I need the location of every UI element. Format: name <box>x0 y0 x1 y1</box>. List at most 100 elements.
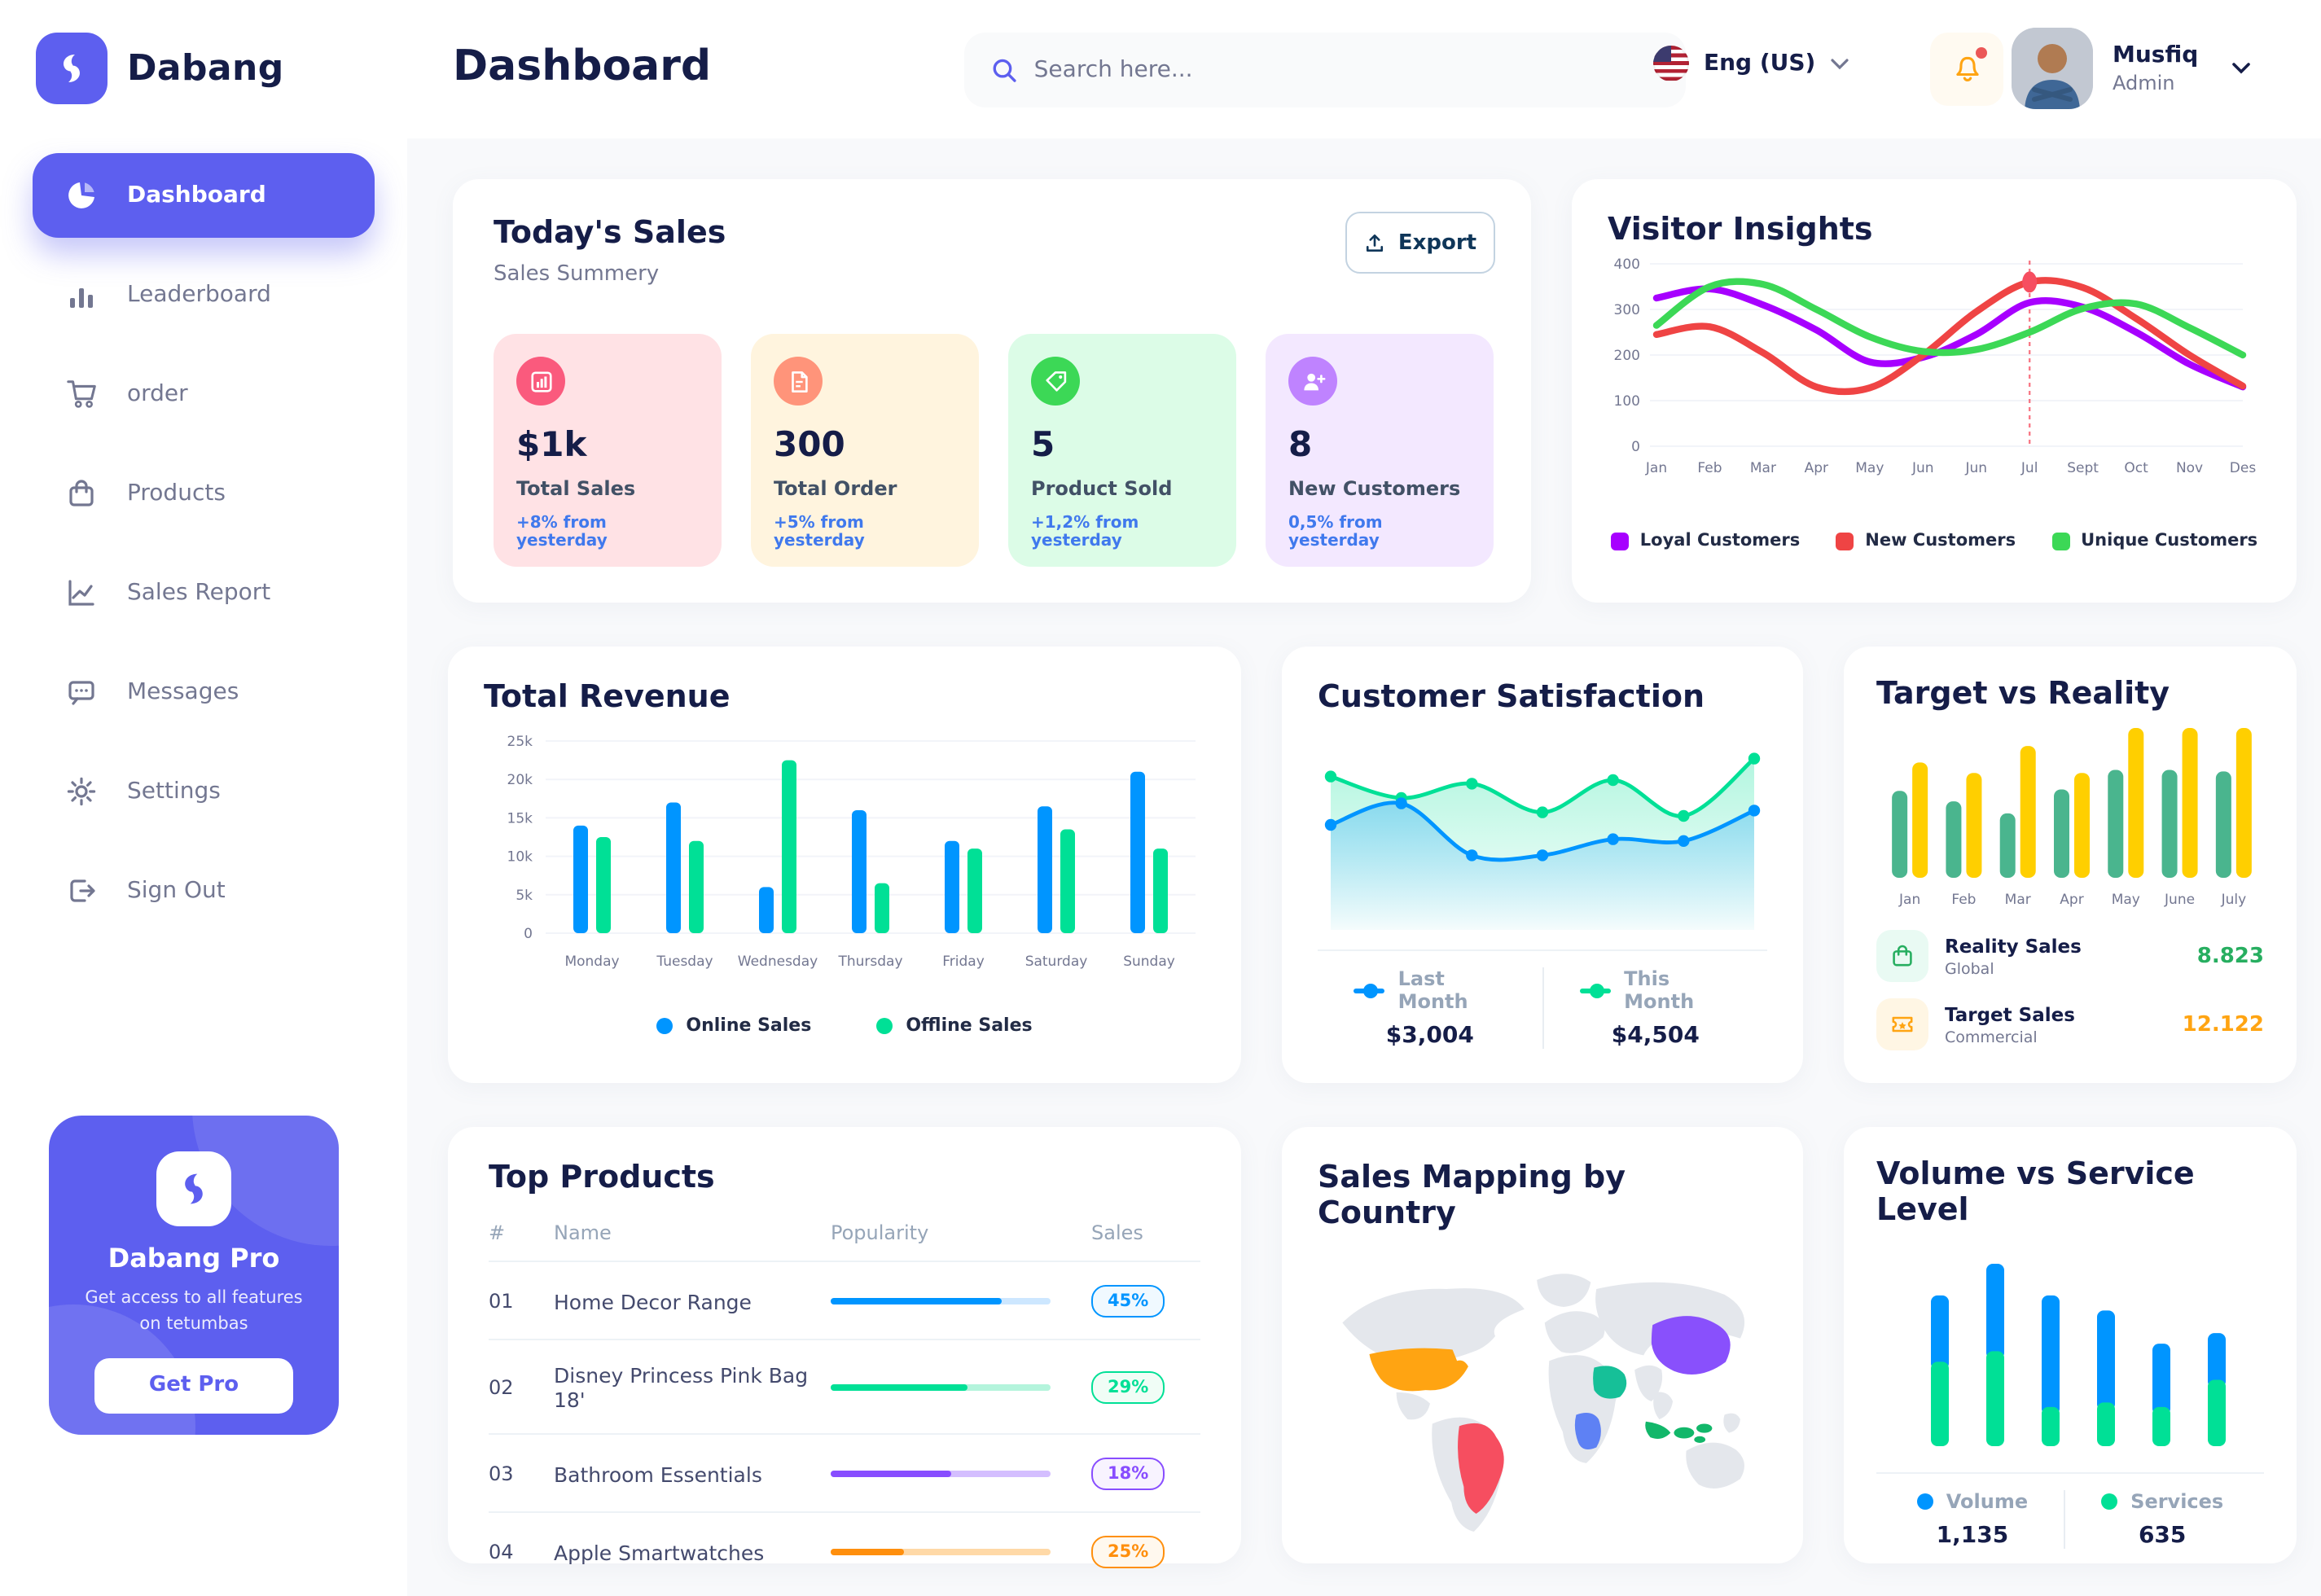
bar-services <box>2097 1402 2115 1446</box>
column-sales: Sales <box>1091 1221 1143 1244</box>
svg-text:Apr: Apr <box>2060 892 2083 908</box>
avatar <box>2012 28 2093 109</box>
column-name: Name <box>554 1221 612 1244</box>
summary-delta: 0,5% from yesterday <box>1288 515 1383 550</box>
svg-text:Mar: Mar <box>1750 460 1776 476</box>
sidebar-item-products[interactable]: Products <box>33 451 375 536</box>
svg-text:Apr: Apr <box>1805 460 1828 476</box>
sidebar-item-sales-report[interactable]: Sales Report <box>33 550 375 635</box>
bar-services <box>1931 1361 1949 1446</box>
legend-item-offline-sales: Offline Sales <box>876 1015 1033 1036</box>
promo-title: Dabang Pro <box>107 1243 280 1274</box>
sales-map-title: Sales Mapping by Country <box>1318 1160 1626 1231</box>
main-content: Today's Sales Sales Summery Export $1k To… <box>407 138 2321 1596</box>
sidebar-nav: Dashboard Leaderboard order Products Sales R… <box>0 153 407 933</box>
svg-text:Feb: Feb <box>1951 892 1976 908</box>
bar-volume <box>1986 1264 2004 1360</box>
bar <box>1060 829 1075 933</box>
profile-menu[interactable]: Musfiq Admin <box>2012 28 2250 109</box>
search-bar[interactable] <box>964 33 1686 107</box>
visitor-insights-card: Visitor Insights 0 100 200 300 400 Jan Feb Mar A… <box>1572 179 2297 603</box>
sidebar-item-sign-out[interactable]: Sign Out <box>33 848 375 933</box>
svg-text:July: July <box>2221 892 2247 908</box>
export-button[interactable]: Export <box>1345 212 1495 274</box>
search-input[interactable] <box>1033 57 1660 83</box>
top-products-title: Top Products <box>489 1160 715 1195</box>
product-row: 01 Home Decor Range 45% <box>489 1262 1200 1340</box>
svg-text:June: June <box>2164 892 2195 908</box>
svg-text:Oct: Oct <box>2124 460 2148 476</box>
sidebar-item-leaderboard[interactable]: Leaderboard <box>33 252 375 337</box>
language-selector[interactable]: Eng (US) <box>1653 46 1848 81</box>
get-pro-button[interactable]: Get Pro <box>94 1357 293 1413</box>
bar <box>2020 746 2036 878</box>
legend-item-last-month: Last Month $3,004 <box>1318 967 1542 1049</box>
notifications-button[interactable] <box>1930 33 2003 106</box>
sidebar-item-settings[interactable]: Settings <box>33 749 375 834</box>
search-icon <box>993 59 1016 82</box>
svg-text:Des: Des <box>2230 460 2256 476</box>
country-indonesia <box>1645 1421 1713 1444</box>
today-sales-card: Today's Sales Sales Summery Export $1k To… <box>453 179 1531 603</box>
bar <box>875 883 889 933</box>
column-popularity: Popularity <box>831 1221 929 1244</box>
today-sales-title: Today's Sales <box>494 215 726 251</box>
bag-icon <box>62 474 101 513</box>
legend-item-target-sales: Target Sales Commercial 12.122 <box>1876 998 2264 1050</box>
bar <box>2182 728 2198 878</box>
user-name: Musfiq <box>2113 42 2199 68</box>
brand-logo[interactable]: Dabang <box>36 33 284 104</box>
line-unique-customers <box>1652 278 2247 359</box>
sidebar: Dashboard Leaderboard order Products Sales R… <box>0 138 407 1596</box>
sidebar-item-label: Messages <box>127 679 239 705</box>
header: Dabang Dashboard Eng (US) <box>0 0 2321 138</box>
svg-text:400: 400 <box>1614 256 1640 273</box>
svg-text:Mar: Mar <box>2005 892 2031 908</box>
summary-label: New Customers <box>1288 477 1461 500</box>
top-products-card: Top Products # Name Popularity Sales 01 H… <box>448 1127 1241 1568</box>
sidebar-item-messages[interactable]: Messages <box>33 650 375 734</box>
continent-shape <box>1544 1311 1605 1353</box>
sidebar-item-label: order <box>127 381 188 407</box>
sales-badge: 45% <box>1091 1285 1165 1318</box>
svg-text:Monday: Monday <box>564 954 619 970</box>
svg-text:Jan: Jan <box>1645 460 1667 476</box>
continent-shape <box>1396 1392 1430 1420</box>
summary-value: 8 <box>1288 425 1313 464</box>
visitor-insights-legend: Loyal Customers New Customers Unique Custo… <box>1608 531 2261 550</box>
bar-volume <box>1931 1295 1949 1370</box>
svg-text:Jun: Jun <box>1964 460 1987 476</box>
customer-satisfaction-chart <box>1324 752 1761 930</box>
line-chart-icon <box>62 573 101 612</box>
bar <box>2235 728 2252 878</box>
volume-service-title: Volume vs Service Level <box>1876 1156 2195 1228</box>
cart-icon <box>62 375 101 414</box>
svg-text:5k: 5k <box>516 888 533 904</box>
popularity-bar <box>831 1549 1051 1555</box>
swirl-icon <box>64 55 80 82</box>
line-new-customers <box>1652 277 2247 396</box>
country-saudi <box>1593 1366 1627 1399</box>
bar <box>2074 773 2090 878</box>
svg-text:300: 300 <box>1614 302 1640 318</box>
visitor-insights-chart: 0 100 200 300 400 Jan Feb Mar Apr May Jun Jun Jul Sep… <box>1614 256 2256 476</box>
bar <box>2054 789 2069 878</box>
sidebar-item-order[interactable]: order <box>33 352 375 436</box>
customer-satisfaction-title: Customer Satisfaction <box>1318 679 1705 715</box>
sidebar-item-dashboard[interactable]: Dashboard <box>33 153 375 238</box>
legend-item-this-month: This Month $4,504 <box>1542 967 1767 1049</box>
top-products-header: # Name Popularity Sales <box>489 1221 1200 1262</box>
summary-card-total-order: 300 Total Order +5% from yesterday <box>751 334 979 567</box>
line-loyal-customers <box>1652 285 2247 391</box>
world-map <box>1342 1274 1745 1532</box>
bar <box>1966 773 1982 878</box>
order-file-icon <box>774 357 823 406</box>
bar-volume <box>2042 1295 2060 1415</box>
bar <box>759 887 774 933</box>
visitor-insights-title: Visitor Insights <box>1608 212 1873 248</box>
summary-card-total-sales: $1k Total Sales +8% from yesterday <box>494 334 722 567</box>
bar <box>689 840 704 933</box>
promo-logo-icon <box>156 1151 231 1226</box>
summary-delta: +8% from yesterday <box>516 515 608 550</box>
svg-text:Tuesday: Tuesday <box>656 954 713 970</box>
